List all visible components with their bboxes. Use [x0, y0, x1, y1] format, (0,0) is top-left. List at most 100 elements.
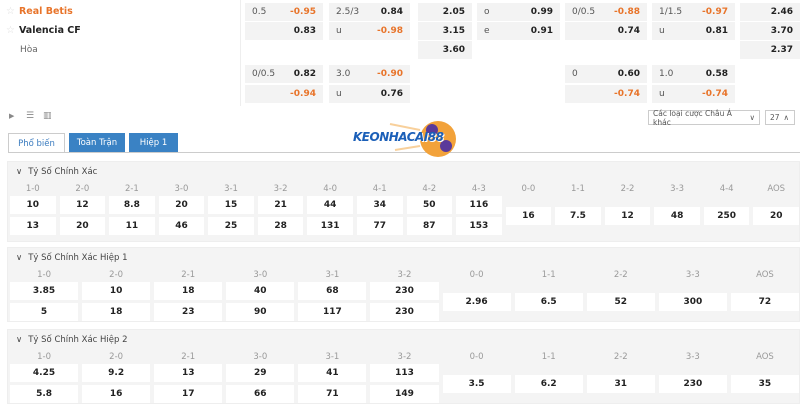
score-odds-cell[interactable]: 35 [730, 375, 799, 393]
score-odds-cell[interactable]: 29 [226, 364, 295, 382]
score-odds-cell[interactable]: 71 [298, 385, 367, 403]
score-odds-cell[interactable]: 11 [109, 217, 155, 235]
odds-cell[interactable]: 0/0.5 0.82 [245, 65, 323, 83]
tab-full-match[interactable]: Toàn Trận [69, 133, 125, 152]
score-odds-cell[interactable]: 113 [370, 364, 439, 382]
bar-chart-icon[interactable]: ▥ [43, 111, 52, 121]
score-odds-cell[interactable]: 18 [154, 282, 223, 300]
score-odds-cell[interactable]: 90 [226, 303, 295, 321]
score-odds-cell[interactable]: 250 [703, 207, 750, 225]
score-label: 2-1 [181, 352, 196, 362]
home-team[interactable]: ☆ Real Betis [6, 6, 73, 17]
odds-cell[interactable]: 1.0 0.58 [652, 65, 735, 83]
count-select[interactable]: 27 ∧ [765, 110, 795, 125]
score-odds-cell[interactable]: 17 [154, 385, 223, 403]
score-odds-cell[interactable]: 66 [226, 385, 295, 403]
score-odds-cell[interactable]: 23 [154, 303, 223, 321]
score-odds-cell[interactable]: 31 [586, 375, 655, 393]
score-odds-cell[interactable]: 153 [456, 217, 502, 235]
score-odds-cell[interactable]: 46 [158, 217, 205, 235]
score-odds-cell[interactable]: 230 [370, 282, 439, 300]
section-header[interactable]: ∨ Tỷ Số Chính Xác [16, 167, 97, 177]
score-odds-cell[interactable]: 41 [298, 364, 367, 382]
score-odds-cell[interactable]: 13 [154, 364, 223, 382]
score-odds-cell[interactable]: 4.25 [10, 364, 79, 382]
score-odds-cell[interactable]: 44 [307, 196, 353, 214]
odds-cell[interactable]: -0.74 [565, 85, 647, 103]
odds-cell[interactable]: u 0.81 [652, 22, 735, 40]
odds-cell[interactable]: e 0.91 [477, 22, 560, 40]
score-odds-cell[interactable]: 5.8 [10, 385, 79, 403]
tab-popular[interactable]: Phổ biến [8, 133, 65, 153]
odds-cell[interactable]: u -0.74 [652, 85, 735, 103]
score-odds-cell[interactable]: 300 [658, 293, 727, 311]
odds-cell[interactable]: 0.74 [565, 22, 647, 40]
score-odds-cell[interactable]: 68 [298, 282, 367, 300]
away-team[interactable]: ☆ Valencia CF [6, 25, 81, 36]
score-odds-cell[interactable]: 117 [298, 303, 367, 321]
odds-cell[interactable]: o 0.99 [477, 3, 560, 21]
score-odds-cell[interactable]: 149 [370, 385, 439, 403]
odds-cell[interactable]: 0.5 -0.95 [245, 3, 323, 21]
score-odds-cell[interactable]: 34 [356, 196, 403, 214]
score-odds-cell[interactable]: 2.96 [442, 293, 511, 311]
score-odds-cell[interactable]: 77 [356, 217, 403, 235]
score-odds-cell[interactable]: 5 [10, 303, 79, 321]
odds-cell[interactable]: u 0.76 [329, 85, 410, 103]
score-odds-cell[interactable]: 9.2 [82, 364, 151, 382]
star-icon[interactable]: ☆ [6, 25, 15, 36]
score-odds-cell[interactable]: 12 [604, 207, 651, 225]
score-odds-cell[interactable]: 3.5 [442, 375, 511, 393]
score-odds-cell[interactable]: 12 [59, 196, 106, 214]
score-odds-cell[interactable]: 18 [82, 303, 151, 321]
odds-cell[interactable]: 2.5/3 0.84 [329, 3, 410, 21]
score-odds-cell[interactable]: 8.8 [109, 196, 155, 214]
score-odds-cell[interactable]: 40 [226, 282, 295, 300]
odds-cell[interactable]: 3.0 -0.90 [329, 65, 410, 83]
score-odds-cell[interactable]: 10 [82, 282, 151, 300]
score-odds-cell[interactable]: 6.5 [514, 293, 583, 311]
odds-cell[interactable]: 1/1.5 -0.97 [652, 3, 735, 21]
odds-cell[interactable]: 0/0.5 -0.88 [565, 3, 647, 21]
score-odds-cell[interactable]: 15 [208, 196, 254, 214]
list-icon[interactable]: ☰ [26, 111, 35, 121]
score-odds-cell[interactable]: 13 [10, 217, 56, 235]
score-odds-cell[interactable]: 48 [654, 207, 700, 225]
score-odds-cell[interactable]: 131 [307, 217, 353, 235]
score-odds-cell[interactable]: 16 [505, 207, 552, 225]
score-odds-cell[interactable]: 21 [257, 196, 304, 214]
tab-first-half[interactable]: Hiệp 1 [129, 133, 178, 152]
score-odds-cell[interactable]: 7.5 [555, 207, 601, 225]
score-odds-cell[interactable]: 20 [753, 207, 799, 225]
odds-cell[interactable]: 0.83 [245, 22, 323, 40]
score-odds-cell[interactable]: 87 [406, 217, 453, 235]
score-odds-cell[interactable]: 20 [59, 217, 106, 235]
odds-cell[interactable]: 3.60 [418, 41, 472, 59]
odds-cell[interactable]: 3.70 [740, 22, 800, 40]
score-odds-cell[interactable]: 52 [586, 293, 655, 311]
score-odds-cell[interactable]: 3.85 [10, 282, 79, 300]
score-odds-cell[interactable]: 72 [730, 293, 799, 311]
odds-cell[interactable]: 3.15 [418, 22, 472, 40]
score-odds-cell[interactable]: 230 [658, 375, 727, 393]
odds-cell[interactable]: 2.46 [740, 3, 800, 21]
score-odds-cell[interactable]: 230 [370, 303, 439, 321]
play-icon[interactable]: ▶ [9, 112, 15, 120]
odds-cell[interactable]: 0 0.60 [565, 65, 647, 83]
section-header[interactable]: ∨ Tỷ Số Chính Xác Hiệp 2 [16, 335, 128, 345]
odds-cell[interactable]: 2.05 [418, 3, 472, 21]
score-odds-cell[interactable]: 50 [406, 196, 453, 214]
score-odds-cell[interactable]: 16 [82, 385, 151, 403]
star-icon[interactable]: ☆ [6, 6, 15, 17]
score-odds-cell[interactable]: 20 [158, 196, 205, 214]
score-odds-cell[interactable]: 6.2 [514, 375, 583, 393]
odds-cell[interactable]: -0.94 [245, 85, 323, 103]
score-odds-cell[interactable]: 25 [208, 217, 254, 235]
market-select[interactable]: Các loại cược Châu Á khác ∨ [648, 109, 760, 127]
score-odds-cell[interactable]: 10 [10, 196, 56, 214]
section-header[interactable]: ∨ Tỷ Số Chính Xác Hiệp 1 [16, 253, 128, 263]
odds-cell[interactable]: 2.37 [740, 41, 800, 59]
score-odds-cell[interactable]: 116 [456, 196, 502, 214]
odds-cell[interactable]: u -0.98 [329, 22, 410, 40]
score-odds-cell[interactable]: 28 [257, 217, 304, 235]
